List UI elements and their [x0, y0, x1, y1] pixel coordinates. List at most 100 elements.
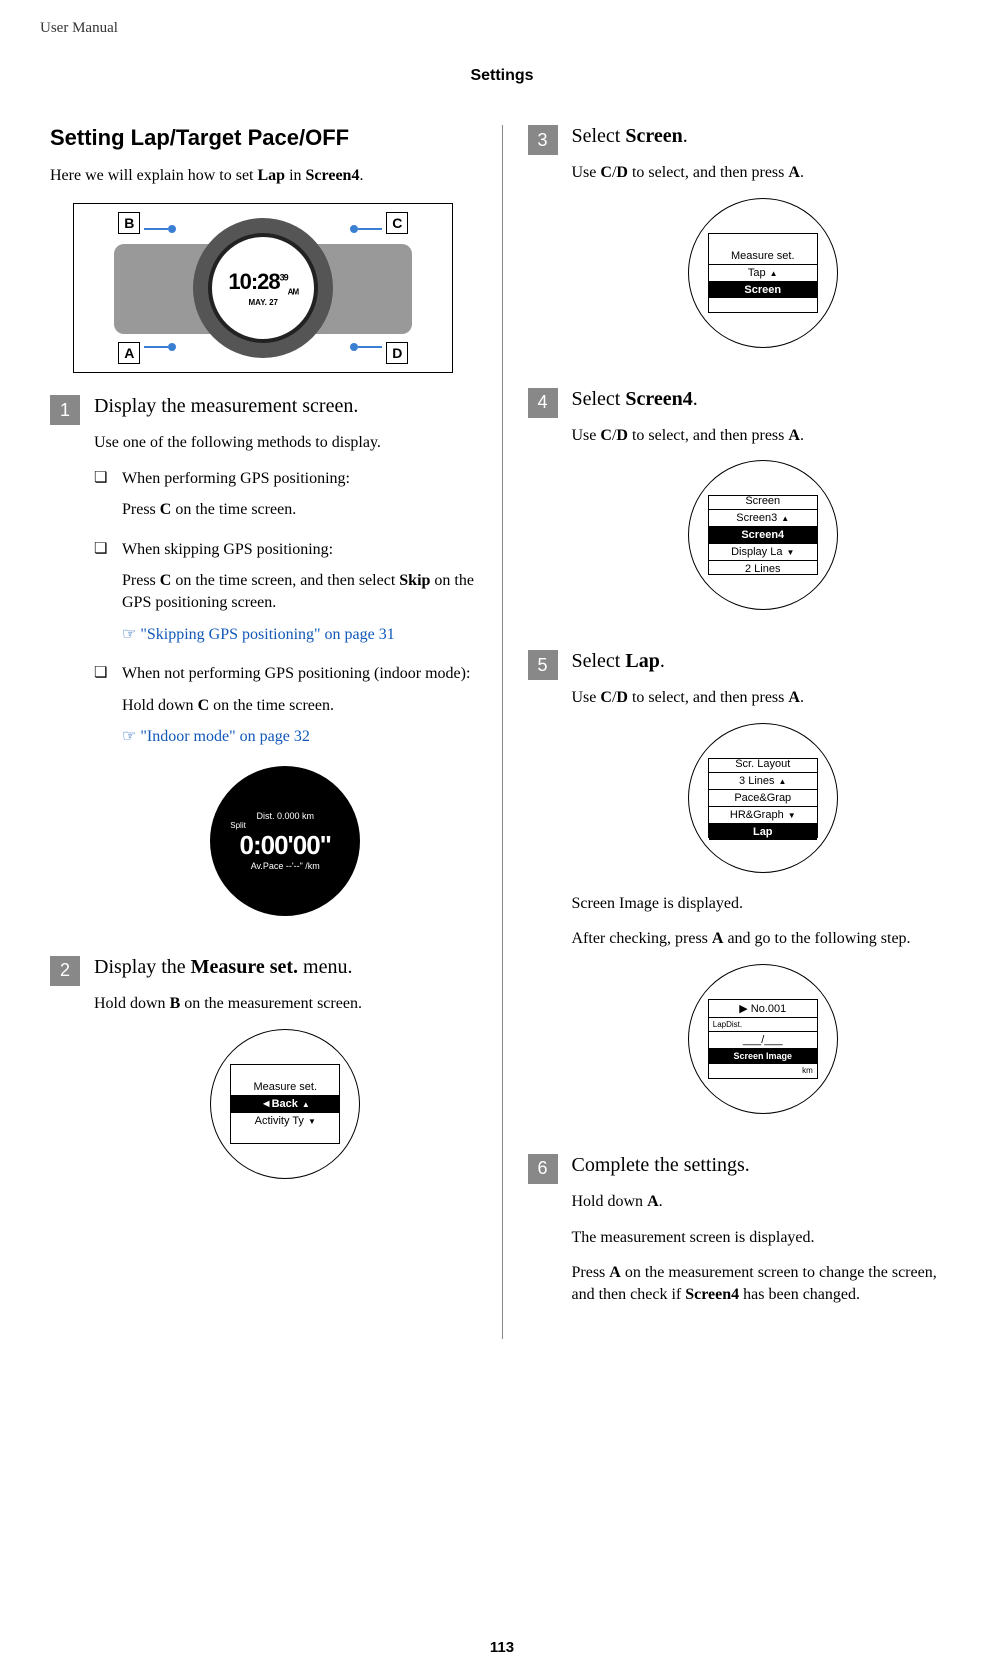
t: C [160, 572, 172, 589]
diagram-label-c: C [386, 212, 408, 234]
t: Measure set. [191, 956, 298, 978]
t: . [800, 427, 804, 444]
bullet-2-text: When skipping GPS positioning: [122, 539, 477, 561]
screen-split-val: 0:00'00" [230, 830, 340, 861]
t: C [600, 689, 612, 706]
page-heading: Setting Lap/Target Pace/OFF [50, 125, 477, 151]
t: Hold down [94, 995, 170, 1012]
bullet-3-detail: Hold down C on the time screen. [122, 695, 477, 717]
t: . [683, 125, 688, 147]
t: A [788, 164, 800, 181]
t: . [659, 1193, 663, 1210]
step-1-screen: Dist. 0.000 km Split 0:00'00" Av.Pace --… [210, 766, 360, 916]
step-6-detail2: The measurement screen is displayed. [572, 1227, 955, 1249]
t: and go to the following step. [723, 930, 910, 947]
watch-body: 10:2839AM MAY. 27 [193, 218, 333, 358]
t: Press [572, 1264, 610, 1281]
step-4-screen: Screen Screen3 Screen4 Display La 2 Line… [688, 460, 838, 610]
t: Use [572, 427, 601, 444]
right-column: 3 Select Screen. Use C/D to select, and … [502, 125, 965, 1339]
step-5-after2: After checking, press A and go to the fo… [572, 928, 955, 950]
t: on the time screen. [171, 501, 296, 518]
watch-time-val: 10:28 [228, 269, 279, 294]
step-5-screen-b: ▶ No.001 LapDist. ___/___ Screen Image k… [688, 964, 838, 1114]
screen-row: Screen [709, 282, 817, 298]
t: C [600, 427, 612, 444]
t: D [616, 164, 628, 181]
intro-text: Here we will explain how to set Lap in S… [50, 167, 477, 185]
t: Hold down [122, 697, 198, 714]
bullet-1-detail: Press C on the time screen. [122, 499, 477, 521]
t: A [712, 930, 724, 947]
page-number: 113 [0, 1639, 1004, 1656]
bullet-3-text: When not performing GPS positioning (ind… [122, 663, 477, 685]
t: Select [572, 388, 626, 410]
bullet-icon: ❏ [94, 663, 108, 758]
screen-row: Pace&Grap [709, 790, 817, 807]
step-2-screen: Measure set. ◄Back Activity Ty [210, 1029, 360, 1179]
section-title: Settings [40, 67, 964, 85]
step-1-bullet-1: ❏ When performing GPS positioning: Press… [94, 468, 477, 531]
step-3-title: Select Screen. [572, 125, 955, 148]
screen-header: ▶ No.001 [709, 1000, 817, 1018]
t: D [616, 689, 628, 706]
screen-row: Activity Ty [231, 1113, 339, 1129]
xref-text: "Indoor mode" on page 32 [140, 728, 309, 745]
watch-sec: 39 [280, 272, 288, 282]
screen-row: Screen Image [709, 1049, 817, 1064]
step-4-title: Select Screen4. [572, 388, 955, 411]
step-1-num: 1 [50, 395, 80, 425]
pointer-a [144, 346, 168, 348]
pointer-c [358, 228, 382, 230]
screen-row: ◄Back [231, 1096, 339, 1113]
intro-prefix: Here we will explain how to set [50, 167, 258, 184]
t: Select [572, 125, 626, 147]
screen-row: LapDist. [709, 1018, 817, 1032]
t: Lap [625, 650, 659, 672]
pointer-dot-c [350, 225, 358, 233]
watch-face: 10:2839AM MAY. 27 [208, 233, 318, 343]
diagram-label-b: B [118, 212, 140, 234]
pointer-dot-b [168, 225, 176, 233]
diagram-label-d: D [386, 342, 408, 364]
t: to select, and then press [628, 689, 788, 706]
pointer-dot-a [168, 343, 176, 351]
t: C [600, 164, 612, 181]
bullet-3-xref[interactable]: ☞"Indoor mode" on page 32 [122, 726, 477, 748]
t: Dist. [256, 811, 274, 821]
step-1-intro: Use one of the following methods to disp… [94, 432, 477, 454]
intro-bold2: Screen4 [306, 167, 360, 184]
step-2: 2 Display the Measure set. menu. Hold do… [50, 956, 477, 1199]
step-5-screen-a: Scr. Layout 3 Lines Pace&Grap HR&Graph L… [688, 723, 838, 873]
screen-header: Measure set. [231, 1079, 339, 1096]
t: A [788, 427, 800, 444]
left-column: Setting Lap/Target Pace/OFF Here we will… [40, 125, 502, 1339]
t: After checking, press [572, 930, 712, 947]
step-5-num: 5 [528, 650, 558, 680]
t: Av.Pace [251, 861, 284, 871]
t: Screen [625, 125, 682, 147]
bullet-2-xref[interactable]: ☞"Skipping GPS positioning" on page 31 [122, 624, 477, 646]
t: . [693, 388, 698, 410]
t: B [170, 995, 181, 1012]
t: . [660, 650, 665, 672]
screen-header: Screen [709, 493, 817, 510]
step-6: 6 Complete the settings. Hold down A. Th… [528, 1154, 955, 1319]
t: . [800, 164, 804, 181]
step-1-title: Display the measurement screen. [94, 395, 477, 418]
step-4: 4 Select Screen4. Use C/D to select, and… [528, 388, 955, 631]
t: menu. [298, 956, 352, 978]
t: Display the [94, 956, 191, 978]
screen-row: ___/___ [709, 1032, 817, 1049]
xref-text: "Skipping GPS positioning" on page 31 [140, 626, 394, 643]
screen-pace: Av.Pace --'--" /km [230, 861, 340, 871]
t: /km [305, 861, 320, 871]
bullet-icon: ❏ [94, 468, 108, 531]
bullet-icon: ❏ [94, 539, 108, 655]
pointer-b [144, 228, 168, 230]
t: Use [572, 164, 601, 181]
t: A [788, 689, 800, 706]
step-5: 5 Select Lap. Use C/D to select, and the… [528, 650, 955, 1134]
bullet-2-detail: Press C on the time screen, and then sel… [122, 570, 477, 613]
screen-header: Scr. Layout [709, 756, 817, 773]
